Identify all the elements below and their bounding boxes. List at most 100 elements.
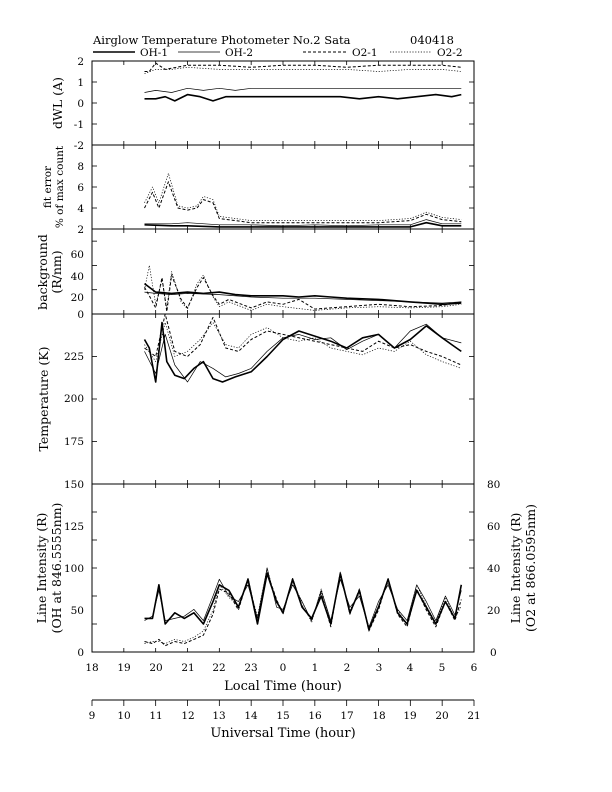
ut-xtick: 13 [212,710,225,722]
legend: OH-1 OH-2 O2-1 O2-2 [93,47,463,59]
series-line-oh1-panel1 [144,93,462,102]
background-ytick: 0 [77,309,84,321]
ut-xtick: 21 [467,710,480,722]
ut-xtick: 20 [435,710,448,722]
series-line-oh1-panel3 [144,282,462,306]
local-xtick: 1 [312,662,319,674]
background-ylabel-unit: (R/nm) [49,250,64,293]
temperature-yticks: 225 200 175 [64,351,84,448]
dwl-ytick: 2 [77,56,84,68]
series-line-oh1-panel4 [143,321,462,383]
background-panel-frame [91,228,475,315]
background-ylabel: background [35,234,50,310]
dwl-ytick: -2 [74,140,84,152]
dwl-ytick: 1 [77,77,84,89]
intensity-y2label-unit: (O2 at 866.0595nm) [523,504,538,632]
local-xtick: 0 [280,662,287,674]
ut-xtick: 18 [372,710,385,722]
dwl-ytick: -1 [74,119,84,131]
series-line-o21-panel5 [144,571,462,647]
local-xtick: 4 [407,662,414,674]
local-xtick: 22 [212,662,225,674]
temperature-ylabel: Temperature (K) [36,347,51,452]
local-xtick: 20 [149,662,162,674]
intensity-yticks-left: 150 125 100 50 0 [64,479,84,659]
local-xtick: 3 [376,662,383,674]
dwl-panel-frame [91,60,475,146]
figure-date: 040418 [410,33,454,47]
universal-time-xlabel: Universal Time (hour) [210,726,355,741]
ut-xtick: 10 [117,710,130,722]
series-line-o22-panel2 [144,172,462,221]
series-line-oh2-panel2 [144,219,462,227]
dwl-ylabel: dWL (A) [50,77,65,129]
ut-xtick: 11 [149,710,162,722]
series-line-o21-panel2 [144,181,462,224]
local-xtick: 21 [181,662,194,674]
ut-xtick: 14 [244,710,258,722]
intensity-ytick-left: 0 [77,647,84,659]
ut-xtick: 9 [89,710,96,722]
fit-error-ylabel-unit: % of max count [54,145,66,228]
intensity-ylabel-unit: (OH at 846.5555nm) [49,503,64,634]
local-time-xticks: 18 19 20 21 22 23 0 1 2 3 4 5 6 [85,662,477,674]
series-line-o22-panel5 [144,567,462,644]
ut-xtick: 19 [403,710,416,722]
local-xtick: 2 [344,662,351,674]
intensity-ytick-left: 50 [71,605,84,617]
series-line-o22-panel1 [144,66,462,74]
fit-error-ylabel: fit error [42,165,54,208]
intensity-panel-frame [91,483,475,653]
series-layer [143,62,463,647]
series-line-o21-panel1 [144,62,462,72]
ut-xtick: 16 [308,710,322,722]
temperature-ytick: 175 [64,436,84,448]
dwl-ytick: 0 [77,98,84,110]
series-line-oh2-panel3 [144,291,462,304]
dwl-yticks: 2 1 0 -1 -2 [74,56,84,152]
local-xtick: 5 [439,662,446,674]
figure-title: Airglow Temperature Photometer No.2 Sata [92,33,351,47]
legend-label-o22: O2-2 [437,47,463,59]
fit-error-yticks: 8 6 4 2 [77,161,84,236]
intensity-ytick-right: 20 [487,605,500,617]
fit-error-ytick: 2 [77,224,84,236]
intensity-yticks-right: 80 60 40 20 0 [487,479,500,659]
ut-xtick: 15 [276,710,289,722]
local-xtick: 23 [244,662,257,674]
ut-xtick: 17 [340,710,353,722]
temperature-ytick: 200 [64,393,84,405]
intensity-ytick-right: 80 [487,479,500,491]
temperature-ytick: 225 [64,351,84,363]
series-line-o22-panel4 [144,322,462,369]
intensity-ytick-left: 150 [64,479,84,491]
local-xtick: 18 [85,662,98,674]
legend-label-oh2: OH-2 [225,47,253,59]
local-xtick: 6 [471,662,478,674]
fit-error-ytick: 8 [77,161,84,173]
intensity-ytick-left: 100 [64,563,84,575]
legend-label-o21: O2-1 [352,47,378,59]
fit-error-ytick: 6 [77,182,84,194]
universal-time-xticks: 9 10 11 12 13 14 15 16 17 18 19 20 21 [89,710,481,722]
local-time-xlabel: Local Time (hour) [224,679,342,694]
series-line-o22-panel3 [144,265,462,311]
series-line-oh1-panel2 [144,221,462,228]
intensity-ytick-right: 0 [490,647,497,659]
local-xtick: 19 [117,662,130,674]
series-line-o21-panel4 [144,313,462,366]
intensity-ytick-left: 125 [64,521,84,533]
legend-label-oh1: OH-1 [140,47,168,59]
fit-error-ytick: 4 [77,203,84,215]
intensity-ytick-right: 60 [487,521,500,533]
background-ytick: 40 [71,271,84,283]
ut-xtick: 12 [181,710,194,722]
background-ytick: 20 [71,292,84,304]
intensity-y2label: Line Intensity (R) [508,513,523,624]
fit-error-panel-frame [91,144,475,230]
tick-marks [91,60,475,706]
background-ytick: 60 [71,249,84,261]
background-yticks: 60 40 20 0 [71,249,84,321]
intensity-ytick-right: 40 [487,563,500,575]
